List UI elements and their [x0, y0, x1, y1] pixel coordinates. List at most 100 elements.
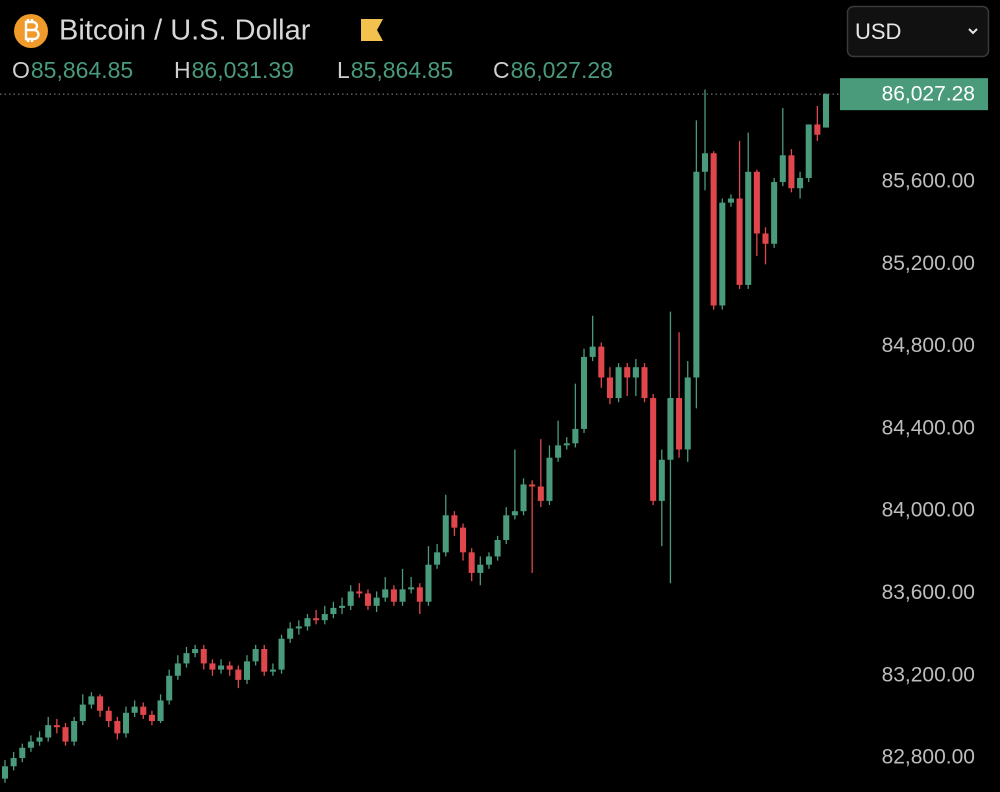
last-price-label: 86,027.28: [882, 83, 975, 106]
candle-body: [408, 587, 415, 590]
candle-body: [485, 556, 492, 565]
y-tick-label: 83,600.00: [882, 581, 975, 604]
candle-body: [468, 552, 475, 573]
candle-body: [598, 346, 605, 378]
candle-body: [261, 649, 268, 672]
ohlc-value: 86,031.39: [192, 57, 294, 83]
candle-body: [140, 706, 147, 715]
candle-body: [27, 741, 34, 748]
ohlc-key: O: [12, 57, 30, 83]
ohlc-key: C: [493, 57, 510, 83]
candle-body: [321, 614, 328, 621]
currency-dropdown[interactable]: [846, 5, 990, 58]
candle-body: [650, 398, 657, 501]
ohlc-value: 85,864.85: [351, 57, 453, 83]
candle-body: [477, 564, 484, 573]
candle-body: [235, 669, 242, 680]
candle-body: [503, 515, 510, 540]
candle-body: [779, 155, 786, 183]
candle-body: [494, 540, 501, 557]
candle-body: [745, 171, 752, 285]
bitcoin-symbol: [24, 19, 40, 42]
candle-body: [805, 124, 812, 178]
ohlc-value: 85,864.85: [31, 57, 133, 83]
chart-title: Bitcoin / U.S. Dollar: [59, 15, 311, 47]
candle-body: [788, 155, 795, 189]
y-tick-label: 85,600.00: [882, 170, 975, 193]
candle-body: [520, 484, 527, 512]
candle-body: [606, 377, 613, 399]
ohlc-value: 86,027.28: [511, 57, 613, 83]
candle-body: [719, 202, 726, 306]
candle-body: [53, 725, 60, 728]
candle-body: [425, 564, 432, 602]
candle-body: [79, 704, 86, 722]
candle-body: [157, 700, 164, 722]
candle-body: [684, 377, 691, 450]
candle-body: [555, 445, 562, 458]
candle-body: [537, 486, 544, 501]
candle-body: [624, 367, 631, 378]
candle-body: [62, 727, 69, 742]
candle-body: [122, 712, 130, 734]
candle-body: [174, 663, 181, 676]
candle-body: [71, 721, 78, 742]
candle-body: [563, 443, 570, 446]
candle-body: [434, 552, 441, 565]
candle-body: [727, 198, 734, 203]
candle-body: [88, 696, 95, 705]
ohlc-key: H: [174, 57, 191, 83]
candle-body: [166, 675, 173, 701]
candle-body: [313, 618, 320, 621]
candle-body: [347, 591, 354, 606]
candle-body: [529, 484, 536, 487]
candle-body: [693, 171, 700, 378]
candle-body: [390, 589, 397, 602]
candle-body: [572, 428, 579, 444]
candle-body: [511, 511, 518, 516]
candle-body: [45, 725, 52, 738]
candle-body: [10, 758, 17, 767]
candle-body: [416, 587, 423, 602]
candle-body: [209, 663, 216, 670]
candle-body: [200, 649, 207, 664]
y-tick-label: 84,400.00: [882, 416, 975, 439]
candle-body: [710, 153, 717, 306]
candle-body: [356, 591, 363, 594]
candle-body: [753, 171, 760, 234]
candle-body: [546, 457, 553, 501]
candle-body: [304, 618, 311, 627]
candle-body: [771, 182, 778, 244]
candle-body: [218, 665, 225, 670]
candle-body: [451, 515, 458, 528]
candle-body: [641, 367, 648, 399]
candle-body: [105, 710, 112, 722]
candle-body: [339, 605, 346, 608]
candle-body: [797, 177, 804, 189]
candle-body: [192, 649, 199, 654]
candle-body: [658, 459, 665, 501]
y-tick-label: 85,200.00: [882, 252, 975, 275]
candle-body: [36, 737, 43, 742]
candle-body: [148, 714, 155, 722]
candle-body: [19, 747, 26, 759]
candle-body: [287, 628, 294, 639]
candle-body: [676, 398, 683, 450]
y-tick-label: 84,800.00: [882, 334, 975, 357]
flag-icon[interactable]: [361, 19, 383, 41]
candle-body: [243, 661, 251, 680]
candle-body: [701, 153, 709, 172]
candle-body: [295, 626, 302, 629]
candle-body: [442, 515, 449, 553]
candle-body: [269, 669, 276, 672]
ohlc-legend: O 85,864.85 H 86,031.39 L 85,864.85 C 86,027.28: [12, 57, 613, 83]
candle-body: [632, 367, 639, 378]
candle-body: [667, 398, 674, 460]
candle-body: [399, 589, 406, 602]
candle-body: [615, 367, 622, 399]
dropdown-chevron: [968, 28, 978, 35]
candle-body: [762, 233, 769, 244]
ohlc-key: L: [337, 57, 350, 83]
last-price-tag: [840, 78, 988, 111]
